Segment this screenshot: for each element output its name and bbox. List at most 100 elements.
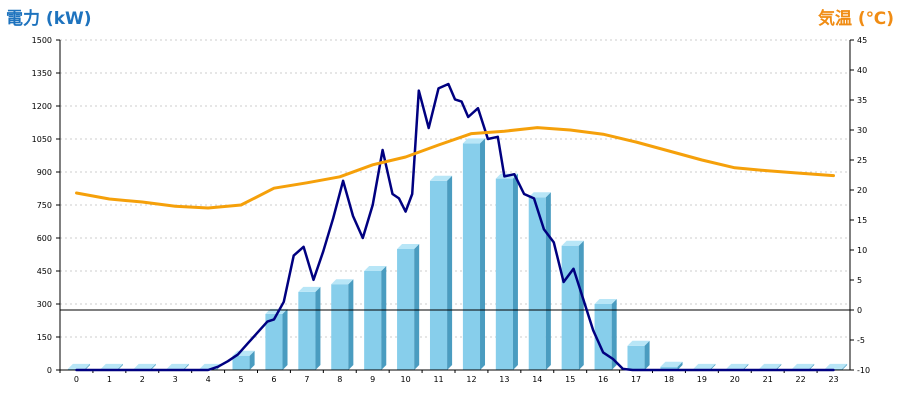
left-axis-title: 電力 (kW): [6, 9, 92, 29]
x-tick-label: 5: [238, 375, 243, 384]
bar-side: [743, 363, 749, 370]
bar-top: [166, 363, 189, 369]
bar-side: [545, 192, 551, 370]
x-tick-label: 15: [565, 375, 575, 384]
bar-side: [85, 363, 91, 370]
bar-series: [67, 138, 848, 370]
right-tick-label: 45: [857, 36, 867, 45]
bar-front: [232, 355, 250, 370]
bar-side: [776, 363, 782, 370]
bar: [495, 173, 518, 370]
left-tick-label: 300: [37, 300, 52, 309]
x-tick-label: 11: [433, 375, 443, 384]
left-tick-label: 750: [37, 201, 52, 210]
bar-front: [331, 284, 349, 370]
x-tick-label: 0: [74, 375, 79, 384]
left-tick-label: 900: [37, 168, 52, 177]
bar-side: [282, 308, 288, 370]
bar-top: [528, 192, 551, 198]
bar: [397, 244, 420, 370]
bar-side: [150, 363, 156, 370]
bar-side: [611, 299, 617, 370]
bar: [364, 266, 387, 370]
bar-front: [298, 291, 316, 370]
left-tick-label: 1050: [32, 135, 52, 144]
left-tick-label: 450: [37, 267, 52, 276]
x-tick-label: 12: [466, 375, 476, 384]
bar-side: [677, 361, 683, 370]
bar-top: [693, 363, 716, 369]
right-axis-title: 気温 (℃): [817, 9, 894, 29]
bar-side: [512, 173, 518, 370]
bar-side: [414, 244, 420, 370]
bar-side: [644, 340, 650, 370]
x-tick-label: 7: [304, 375, 309, 384]
right-tick-label: 30: [857, 126, 867, 135]
bar-front: [561, 245, 579, 370]
bar-side: [710, 363, 716, 370]
left-tick-label: 1350: [32, 69, 52, 78]
bar: [594, 299, 617, 370]
bar-front: [627, 345, 645, 370]
right-tick-label: 25: [857, 156, 867, 165]
x-tick-label: 23: [828, 375, 838, 384]
right-tick-label: 15: [857, 216, 867, 225]
bar-front: [265, 313, 283, 370]
bar-side: [348, 279, 354, 370]
bar-front: [429, 180, 448, 370]
bar-top: [67, 363, 91, 369]
right-tick-label: -5: [857, 336, 865, 345]
bar-top: [133, 363, 156, 369]
bar: [627, 340, 650, 370]
bar-front: [364, 271, 382, 370]
bar-side: [249, 350, 255, 370]
bar-front: [462, 143, 481, 370]
bar: [331, 279, 354, 370]
bar-top: [364, 266, 387, 271]
x-tick-label: 4: [206, 375, 211, 384]
tick-labels: 01503004506007509001050120013501500-10-5…: [32, 36, 870, 384]
bar: [265, 308, 288, 370]
bar-top: [462, 138, 486, 144]
left-tick-label: 1500: [32, 36, 52, 45]
bar: [429, 175, 453, 370]
x-tick-label: 2: [140, 375, 145, 384]
x-tick-label: 1: [107, 375, 112, 384]
x-tick-label: 21: [763, 375, 773, 384]
right-tick-label: -10: [857, 366, 870, 375]
x-tick-label: 14: [532, 375, 542, 384]
bar: [298, 286, 321, 370]
bar: [561, 240, 584, 370]
bar-side: [315, 286, 321, 370]
x-tick-label: 9: [370, 375, 375, 384]
x-tick-label: 17: [631, 375, 641, 384]
bar-top: [627, 340, 650, 346]
x-tick-label: 10: [401, 375, 411, 384]
power-line: [75, 82, 835, 372]
bar-top: [726, 363, 749, 369]
line-series: [75, 82, 835, 372]
left-tick-label: 150: [37, 333, 52, 342]
right-tick-label: 40: [857, 66, 867, 75]
bar-front: [660, 366, 678, 370]
bar-side: [480, 138, 486, 370]
bar-side: [381, 266, 387, 370]
right-tick-label: 20: [857, 186, 867, 195]
x-tick-label: 16: [598, 375, 608, 384]
bar-side: [809, 363, 815, 370]
bar-side: [447, 175, 453, 370]
grid-layer: [60, 39, 850, 338]
right-tick-label: 10: [857, 246, 867, 255]
left-tick-label: 0: [47, 366, 52, 375]
bar-front: [528, 197, 546, 370]
bar-top: [759, 363, 782, 369]
bar: [462, 138, 486, 370]
x-tick-label: 8: [337, 375, 342, 384]
bar-top: [792, 363, 815, 369]
bar-top: [824, 363, 848, 369]
bar-side: [578, 240, 584, 370]
bar-top: [561, 240, 584, 246]
bar-side: [183, 363, 189, 370]
x-tick-label: 13: [499, 375, 509, 384]
x-tick-label: 19: [697, 375, 707, 384]
